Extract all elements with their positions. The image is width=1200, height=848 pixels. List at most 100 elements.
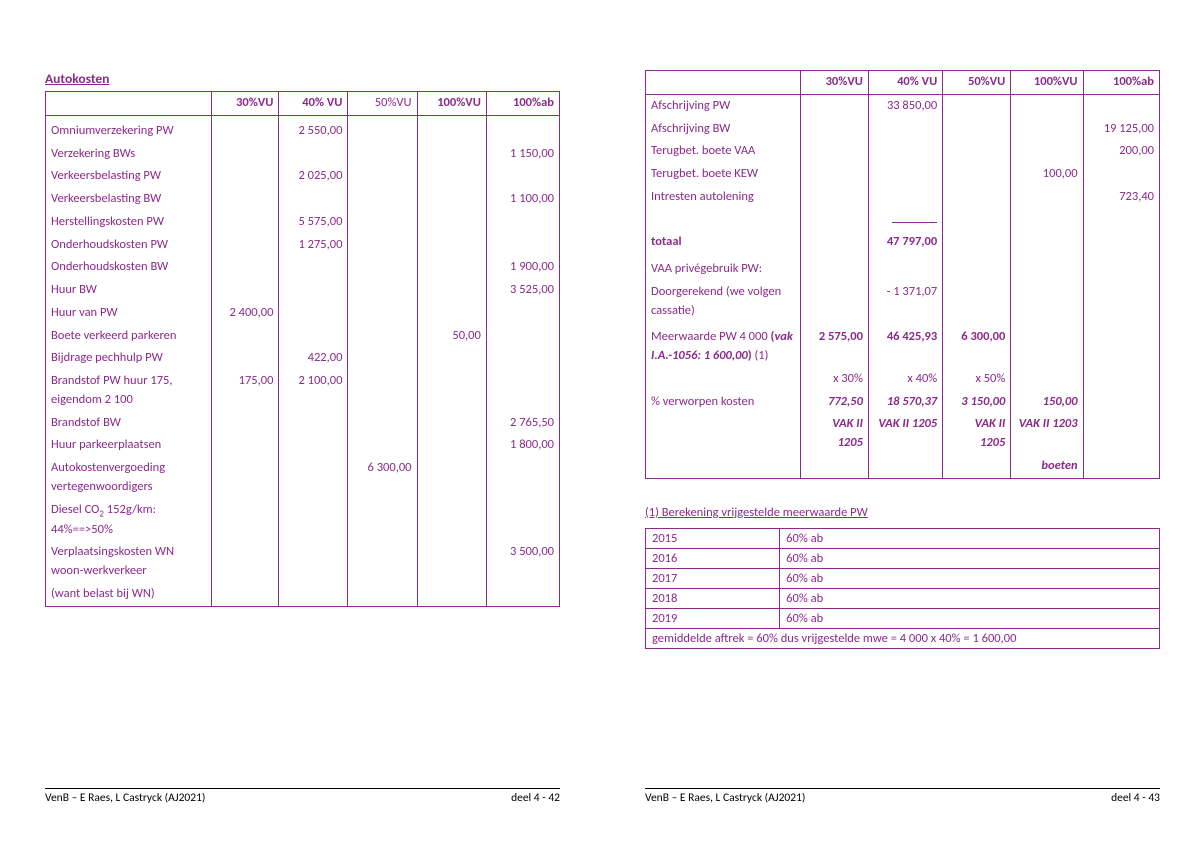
- caption-berekening: (1) Berekening vrijgestelde meerwaarde P…: [645, 505, 1160, 520]
- table-right-main: 30%VU40% VU50%VU100%VU100%ab Afschrijvin…: [645, 70, 1160, 479]
- row-label: (want belast bij WN): [46, 583, 212, 606]
- cell-value: [486, 302, 559, 325]
- table-row: 201860% ab: [646, 588, 1160, 608]
- cell-value: [1011, 231, 1083, 254]
- cell-value: [417, 143, 486, 166]
- cell-value: [1011, 281, 1083, 323]
- row-label: [646, 455, 801, 478]
- cell-value: [417, 165, 486, 188]
- cell-value: [417, 347, 486, 370]
- table-row: Terugbet. boete KEW100,00: [646, 163, 1160, 186]
- row-label: Huur BW: [46, 279, 212, 302]
- cell-value: 422,00: [279, 347, 348, 370]
- row-label: Doorgerekend (we volgen cassatie): [646, 281, 801, 323]
- cell-value: [417, 412, 486, 435]
- cell-value: 1 150,00: [486, 143, 559, 166]
- cell-value: 46 425,93: [868, 326, 942, 368]
- cell-value: [800, 258, 868, 281]
- row-label: Verplaatsingskosten WN woon-werkverkeer: [46, 541, 212, 583]
- cell-value: [348, 188, 417, 211]
- row-label: Onderhoudskosten PW: [46, 234, 212, 257]
- column-header: 30%VU: [212, 92, 279, 116]
- cell-value: [1083, 94, 1159, 117]
- row-label: Terugbet. boete VAA: [646, 140, 801, 163]
- cell-value: 200,00: [1083, 140, 1159, 163]
- cell-value: [417, 370, 486, 412]
- table-row: Brandstof PW huur 175, eigendom 2 100175…: [46, 370, 560, 412]
- cell-value: [800, 281, 868, 323]
- cell-value: [279, 279, 348, 302]
- cell-value: [348, 347, 417, 370]
- cell-value: [212, 188, 279, 211]
- table-row: Verzekering BWs1 150,00: [46, 143, 560, 166]
- table-row: x 30%x 40%x 50%: [646, 368, 1160, 391]
- row-label: Brandstof PW huur 175, eigendom 2 100: [46, 370, 212, 412]
- footers: VenB – E Raes, L Castryck (AJ2021) deel …: [0, 788, 1200, 805]
- table-row: Diesel CO2 152g/km: 44%==>50%: [46, 499, 560, 542]
- cell-value: [943, 186, 1011, 209]
- cell-value: 723,40: [1083, 186, 1159, 209]
- cell-value: [279, 541, 348, 583]
- cell-value: 150,00: [1011, 391, 1083, 414]
- cell-value: [1083, 281, 1159, 323]
- page-left: Autokosten 30%VU40% VU50%VU100%VU100%ab …: [0, 0, 600, 800]
- cell-value: 100,00: [1011, 163, 1083, 186]
- row-label: [646, 209, 801, 232]
- cell-value: [417, 457, 486, 499]
- cell-value: [943, 94, 1011, 117]
- cell-value: 2018: [646, 588, 780, 608]
- cell-value: [1011, 140, 1083, 163]
- cell-value: [800, 209, 868, 232]
- row-label: Omniumverzekering PW: [46, 120, 212, 143]
- cell-value: [486, 120, 559, 143]
- cell-value: 772,50: [800, 391, 868, 414]
- cell-value: [943, 118, 1011, 141]
- cell-value: boeten: [1011, 455, 1083, 478]
- table-row: % verworpen kosten772,5018 570,373 150,0…: [646, 391, 1160, 414]
- cell-value: [943, 163, 1011, 186]
- table-row: [646, 209, 1160, 232]
- cell-value: 2017: [646, 568, 780, 588]
- table-row: Verplaatsingskosten WN woon-werkverkeer 3…: [46, 541, 560, 583]
- table-header-row: 30%VU40% VU50%VU100%VU100%ab: [46, 92, 560, 116]
- column-header: 50%VU: [943, 71, 1011, 95]
- cell-value: [212, 279, 279, 302]
- cell-value: - 1 371,07: [868, 281, 942, 323]
- cell-value: [943, 281, 1011, 323]
- cell-value: [1011, 326, 1083, 368]
- cell-value: 3 525,00: [486, 279, 559, 302]
- row-label: [646, 368, 801, 391]
- cell-value: [417, 302, 486, 325]
- cell-value: [486, 165, 559, 188]
- cell-value: [212, 541, 279, 583]
- cell-value: [868, 163, 942, 186]
- cell-value: [1011, 118, 1083, 141]
- cell-value: [417, 211, 486, 234]
- table-row: 201760% ab: [646, 568, 1160, 588]
- cell-value: [486, 234, 559, 257]
- table-row: Huur parkeerplaatsen1 800,00: [46, 434, 560, 457]
- column-header: 100%ab: [1083, 71, 1159, 95]
- cell-value: [212, 234, 279, 257]
- column-header: 100%VU: [1011, 71, 1083, 95]
- row-label: Huur van PW: [46, 302, 212, 325]
- row-label: totaal: [646, 231, 801, 254]
- cell-value: [212, 347, 279, 370]
- cell-value: 2 765,50: [486, 412, 559, 435]
- cell-value: [279, 325, 348, 348]
- footer-right-page: VenB – E Raes, L Castryck (AJ2021) deel …: [645, 788, 1160, 805]
- cell-value: [486, 325, 559, 348]
- cell-value: [800, 118, 868, 141]
- cell-value: [279, 143, 348, 166]
- cell-value: 3 500,00: [486, 541, 559, 583]
- footer-page-number: deel 4 - 42: [511, 791, 560, 805]
- cell-value: VAK II 1203: [1011, 413, 1083, 455]
- cell-value: [1083, 258, 1159, 281]
- cell-value: [486, 370, 559, 412]
- cell-value: [348, 279, 417, 302]
- cell-value: x 40%: [868, 368, 942, 391]
- cell-value: [1083, 209, 1159, 232]
- cell-value: [800, 140, 868, 163]
- cell-value: [868, 186, 942, 209]
- table-row: Onderhoudskosten BW1 900,00: [46, 256, 560, 279]
